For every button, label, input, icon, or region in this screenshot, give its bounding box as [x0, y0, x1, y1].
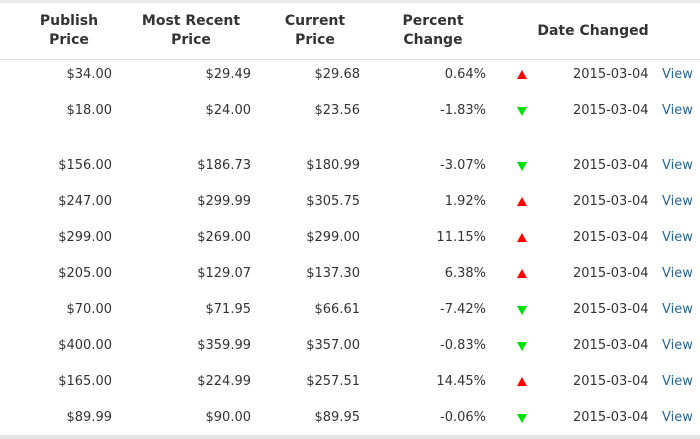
date-changed-cell: 2015-03-04 — [573, 302, 649, 317]
bottom-divider — [0, 435, 700, 439]
publish-price-cell: $34.00 — [66, 67, 113, 82]
percent-change-cell: -7.42% — [440, 302, 486, 317]
current-price-cell: $23.56 — [314, 103, 361, 118]
view-link[interactable]: View — [662, 302, 693, 317]
view-link[interactable]: View — [662, 266, 693, 281]
view-link[interactable]: View — [662, 67, 693, 82]
triangle-up-icon — [517, 197, 527, 206]
date-changed-cell: 2015-03-04 — [573, 338, 649, 353]
table-row: $205.00 $129.07 $137.30 6.38% 2015-03-04 View — [0, 256, 700, 292]
view-link[interactable]: View — [662, 410, 693, 425]
current-price-cell: $180.99 — [306, 158, 360, 173]
triangle-down-icon — [517, 107, 527, 116]
publish-price-cell: $18.00 — [66, 103, 113, 118]
publish-price-cell: $70.00 — [66, 302, 113, 317]
percent-change-cell: 1.92% — [444, 194, 486, 209]
table-row: $34.00 $29.49 $29.68 0.64% 2015-03-04 View — [0, 57, 700, 93]
publish-price-cell: $247.00 — [58, 194, 112, 209]
header-date-changed: Date Changed — [537, 23, 649, 39]
publish-price-cell: $89.99 — [66, 410, 113, 425]
date-changed-cell: 2015-03-04 — [573, 103, 649, 118]
most-recent-price-cell: $90.00 — [205, 410, 252, 425]
view-link[interactable]: View — [662, 230, 693, 245]
triangle-up-icon — [517, 377, 527, 386]
most-recent-price-cell: $71.95 — [205, 302, 252, 317]
current-price-cell: $305.75 — [306, 194, 360, 209]
most-recent-price-cell: $24.00 — [205, 103, 252, 118]
current-price-cell: $257.51 — [306, 374, 360, 389]
percent-change-cell: 11.15% — [436, 230, 486, 245]
date-changed-cell: 2015-03-04 — [573, 266, 649, 281]
table-row: $247.00 $299.99 $305.75 1.92% 2015-03-04 View — [0, 184, 700, 220]
triangle-up-icon — [517, 269, 527, 278]
table-row: $18.00 $24.00 $23.56 -1.83% 2015-03-04 View — [0, 93, 700, 129]
table-header: Publish Price Most Recent Price Current … — [0, 3, 700, 60]
most-recent-price-cell: $186.73 — [197, 158, 251, 173]
current-price-cell: $357.00 — [306, 338, 360, 353]
current-price-cell: $29.68 — [314, 67, 361, 82]
header-current-price: Current Price — [284, 13, 346, 48]
header-publish-price: Publish Price — [39, 13, 99, 48]
view-link[interactable]: View — [662, 374, 693, 389]
percent-change-cell: -0.06% — [440, 410, 486, 425]
date-changed-cell: 2015-03-04 — [573, 67, 649, 82]
current-price-cell: $89.95 — [314, 410, 361, 425]
table-row: $89.99 $90.00 $89.95 -0.06% 2015-03-04 View — [0, 400, 700, 436]
table-row: $400.00 $359.99 $357.00 -0.83% 2015-03-04 Vie… — [0, 328, 700, 364]
view-link[interactable]: View — [662, 194, 693, 209]
table-row: $156.00 $186.73 $180.99 -3.07% 2015-03-04 Vie… — [0, 148, 700, 184]
current-price-cell: $66.61 — [314, 302, 361, 317]
current-price-cell: $299.00 — [306, 230, 360, 245]
table-row: $165.00 $224.99 $257.51 14.45% 2015-03-04 Vie… — [0, 364, 700, 400]
percent-change-cell: 0.64% — [444, 67, 486, 82]
view-link[interactable]: View — [662, 158, 693, 173]
most-recent-price-cell: $359.99 — [197, 338, 251, 353]
triangle-down-icon — [517, 414, 527, 423]
percent-change-cell: -0.83% — [440, 338, 486, 353]
triangle-down-icon — [517, 306, 527, 315]
publish-price-cell: $156.00 — [58, 158, 112, 173]
most-recent-price-cell: $299.99 — [197, 194, 251, 209]
percent-change-cell: -3.07% — [440, 158, 486, 173]
header-most-recent-price: Most Recent Price — [141, 13, 241, 48]
view-link[interactable]: View — [662, 103, 693, 118]
percent-change-cell: -1.83% — [440, 103, 486, 118]
most-recent-price-cell: $129.07 — [197, 266, 251, 281]
date-changed-cell: 2015-03-04 — [573, 194, 649, 209]
triangle-up-icon — [517, 233, 527, 242]
most-recent-price-cell: $269.00 — [197, 230, 251, 245]
date-changed-cell: 2015-03-04 — [573, 410, 649, 425]
percent-change-cell: 14.45% — [436, 374, 486, 389]
table-row: $299.00 $269.00 $299.00 11.15% 2015-03-04 Vie… — [0, 220, 700, 256]
triangle-down-icon — [517, 162, 527, 171]
percent-change-cell: 6.38% — [444, 266, 486, 281]
publish-price-cell: $165.00 — [58, 374, 112, 389]
publish-price-cell: $205.00 — [58, 266, 112, 281]
publish-price-cell: $400.00 — [58, 338, 112, 353]
date-changed-cell: 2015-03-04 — [573, 374, 649, 389]
current-price-cell: $137.30 — [306, 266, 360, 281]
triangle-up-icon — [517, 70, 527, 79]
top-divider — [0, 0, 700, 3]
table-row: $70.00 $71.95 $66.61 -7.42% 2015-03-04 View — [0, 292, 700, 328]
date-changed-cell: 2015-03-04 — [573, 230, 649, 245]
date-changed-cell: 2015-03-04 — [573, 158, 649, 173]
most-recent-price-cell: $29.49 — [205, 67, 252, 82]
view-link[interactable]: View — [662, 338, 693, 353]
most-recent-price-cell: $224.99 — [197, 374, 251, 389]
header-percent-change: Percent Change — [402, 13, 464, 48]
publish-price-cell: $299.00 — [58, 230, 112, 245]
triangle-down-icon — [517, 342, 527, 351]
